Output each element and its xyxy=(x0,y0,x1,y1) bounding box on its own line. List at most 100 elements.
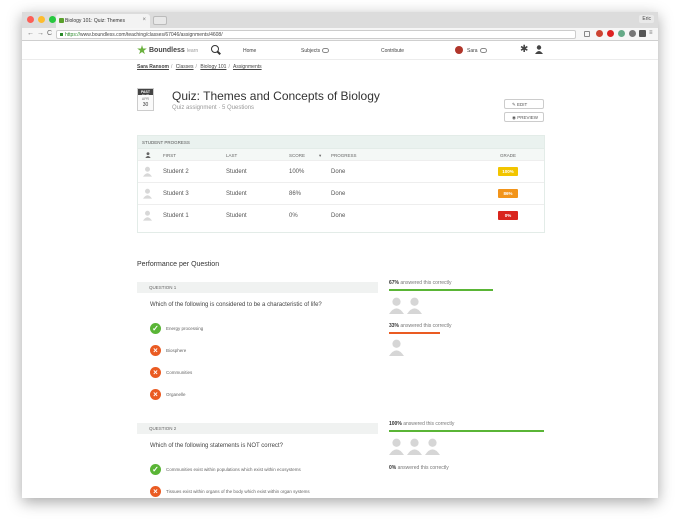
table-row[interactable]: Student 3 Student 86% Done 86% xyxy=(138,182,544,204)
cell-last: Student xyxy=(226,191,247,197)
search-icon[interactable] xyxy=(211,45,219,53)
stat-percent: 100% xyxy=(389,421,402,427)
url-field[interactable]: https://www.boundless.com/teaching/class… xyxy=(56,30,576,39)
minimize-window-icon[interactable] xyxy=(38,16,45,23)
cell-last: Student xyxy=(226,169,247,175)
student-avatar-icon xyxy=(143,210,152,221)
cell-progress: Done xyxy=(331,191,346,197)
question-header: QUESTION 2 xyxy=(137,423,378,434)
answer-text: Communities exist within populations whi… xyxy=(166,467,301,472)
answer-text: Biosphere xyxy=(166,348,187,353)
breadcrumb: Sara Ransom / Classes / Biology 101/ Assig… xyxy=(137,64,262,70)
avatar[interactable] xyxy=(455,46,463,54)
due-day: 30 xyxy=(142,102,149,108)
answer-text: Energy processing xyxy=(166,326,204,331)
cell-score: 86% xyxy=(289,191,302,197)
breadcrumb-item[interactable]: Assignments xyxy=(232,64,262,70)
preview-button[interactable]: ◉ PREVIEW xyxy=(504,112,544,122)
chevron-down-icon xyxy=(322,48,330,54)
reload-icon[interactable]: C xyxy=(47,30,53,37)
edit-button[interactable]: ✎ EDIT xyxy=(504,99,544,109)
student-avatar-icon xyxy=(143,166,152,177)
col-last[interactable]: LAST xyxy=(226,153,238,158)
extension-icon-5[interactable] xyxy=(639,30,646,37)
stat-percent: 67% xyxy=(389,280,400,286)
gear-icon[interactable]: ✱ xyxy=(520,44,529,55)
nav-subjects-label: Subjects xyxy=(301,48,321,54)
question-header: QUESTION 1 xyxy=(137,282,378,293)
student-avatar-icon[interactable] xyxy=(407,297,422,314)
close-window-icon[interactable] xyxy=(27,16,34,23)
edit-label: EDIT xyxy=(517,102,528,107)
breadcrumb-item[interactable]: Biology 101 xyxy=(200,64,227,70)
check-circle-icon: ✓ xyxy=(150,464,161,475)
x-circle-icon: × xyxy=(150,367,161,378)
due-month: APR xyxy=(141,97,150,101)
user-icon xyxy=(145,152,151,158)
cell-first: Student 3 xyxy=(163,191,189,197)
user-menu[interactable]: Sara xyxy=(467,48,487,54)
cell-last: Student xyxy=(226,213,247,219)
close-tab-icon[interactable]: × xyxy=(142,17,146,23)
boundless-logo-icon[interactable] xyxy=(137,45,147,55)
window-controls xyxy=(27,16,56,23)
stat-percent: 0% xyxy=(389,465,397,471)
nav-home[interactable]: Home xyxy=(243,48,257,54)
browser-tab[interactable]: Biology 101: Quiz: Themes × xyxy=(56,14,150,28)
stat-suffix: answered this correctly xyxy=(403,421,455,427)
extension-icon-4[interactable] xyxy=(629,30,636,37)
page-subtitle: Quiz assignment · 5 Questions xyxy=(172,105,255,111)
question-text: Which of the following statements is NOT… xyxy=(150,443,283,449)
stat-bar-fill xyxy=(389,332,441,334)
col-first[interactable]: FIRST xyxy=(163,153,176,158)
student-progress-table: STUDENT PROGRESS FIRST LAST SCORE ▾ PROG… xyxy=(137,135,545,233)
col-progress[interactable]: PROGRESS xyxy=(331,153,357,158)
student-avatar-icon xyxy=(143,188,152,199)
address-bar: ← → C https://www.boundless.com/teaching… xyxy=(22,28,658,41)
table-row[interactable]: Student 1 Student 0% Done 0% xyxy=(138,204,544,226)
page-title: Quiz: Themes and Concepts of Biology xyxy=(172,89,380,103)
col-grade[interactable]: GRADE xyxy=(500,153,517,158)
student-avatar-icon[interactable] xyxy=(389,339,404,356)
breadcrumb-item[interactable]: Sara Ransom xyxy=(137,64,169,70)
question-text: Which of the following is considered to … xyxy=(150,302,322,308)
due-date-badge: PAST DUE APR 30 xyxy=(137,88,154,111)
site-logo[interactable]: Boundless xyxy=(149,47,185,54)
answer-text: Organelle xyxy=(166,392,186,397)
table-header: FIRST LAST SCORE ▾ PROGRESS GRADE xyxy=(138,148,544,160)
extension-icon-2[interactable] xyxy=(607,30,614,37)
profile-button[interactable]: Eric xyxy=(639,15,654,23)
student-avatars xyxy=(389,297,422,314)
x-circle-icon: × xyxy=(150,389,161,400)
forward-icon[interactable]: → xyxy=(37,30,44,37)
cell-progress: Done xyxy=(331,213,346,219)
new-tab-button[interactable] xyxy=(153,16,167,25)
nav-subjects[interactable]: Subjects xyxy=(301,48,330,54)
user-icon[interactable] xyxy=(535,45,543,54)
tab-bar: Biology 101: Quiz: Themes × Eric xyxy=(22,12,658,28)
student-avatar-icon[interactable] xyxy=(389,297,404,314)
preview-label: PREVIEW xyxy=(517,115,538,120)
table-row[interactable]: Student 2 Student 100% Done 100% xyxy=(138,160,544,182)
sort-down-icon[interactable]: ▾ xyxy=(319,153,322,158)
page-content: Boundless learn Home Subjects Contribute… xyxy=(22,42,658,498)
student-avatars xyxy=(389,438,440,455)
maximize-window-icon[interactable] xyxy=(49,16,56,23)
menu-icon[interactable]: ≡ xyxy=(649,30,653,36)
stat-bar-fill xyxy=(389,289,493,291)
bookmark-star-icon[interactable] xyxy=(584,31,590,37)
student-avatar-icon[interactable] xyxy=(389,438,404,455)
col-score[interactable]: SCORE xyxy=(289,153,306,158)
section-title: Performance per Question xyxy=(137,261,220,268)
student-avatar-icon[interactable] xyxy=(425,438,440,455)
grade-badge: 0% xyxy=(498,211,518,220)
extension-icon-1[interactable] xyxy=(596,30,603,37)
stat-bar xyxy=(389,430,544,432)
browser-window: Biology 101: Quiz: Themes × Eric ← → C h… xyxy=(22,12,658,498)
back-icon[interactable]: ← xyxy=(27,30,34,37)
extension-icon-3[interactable] xyxy=(618,30,625,37)
cell-first: Student 2 xyxy=(163,169,189,175)
breadcrumb-item[interactable]: Classes xyxy=(175,64,194,70)
nav-contribute[interactable]: Contribute xyxy=(381,48,405,54)
student-avatar-icon[interactable] xyxy=(407,438,422,455)
